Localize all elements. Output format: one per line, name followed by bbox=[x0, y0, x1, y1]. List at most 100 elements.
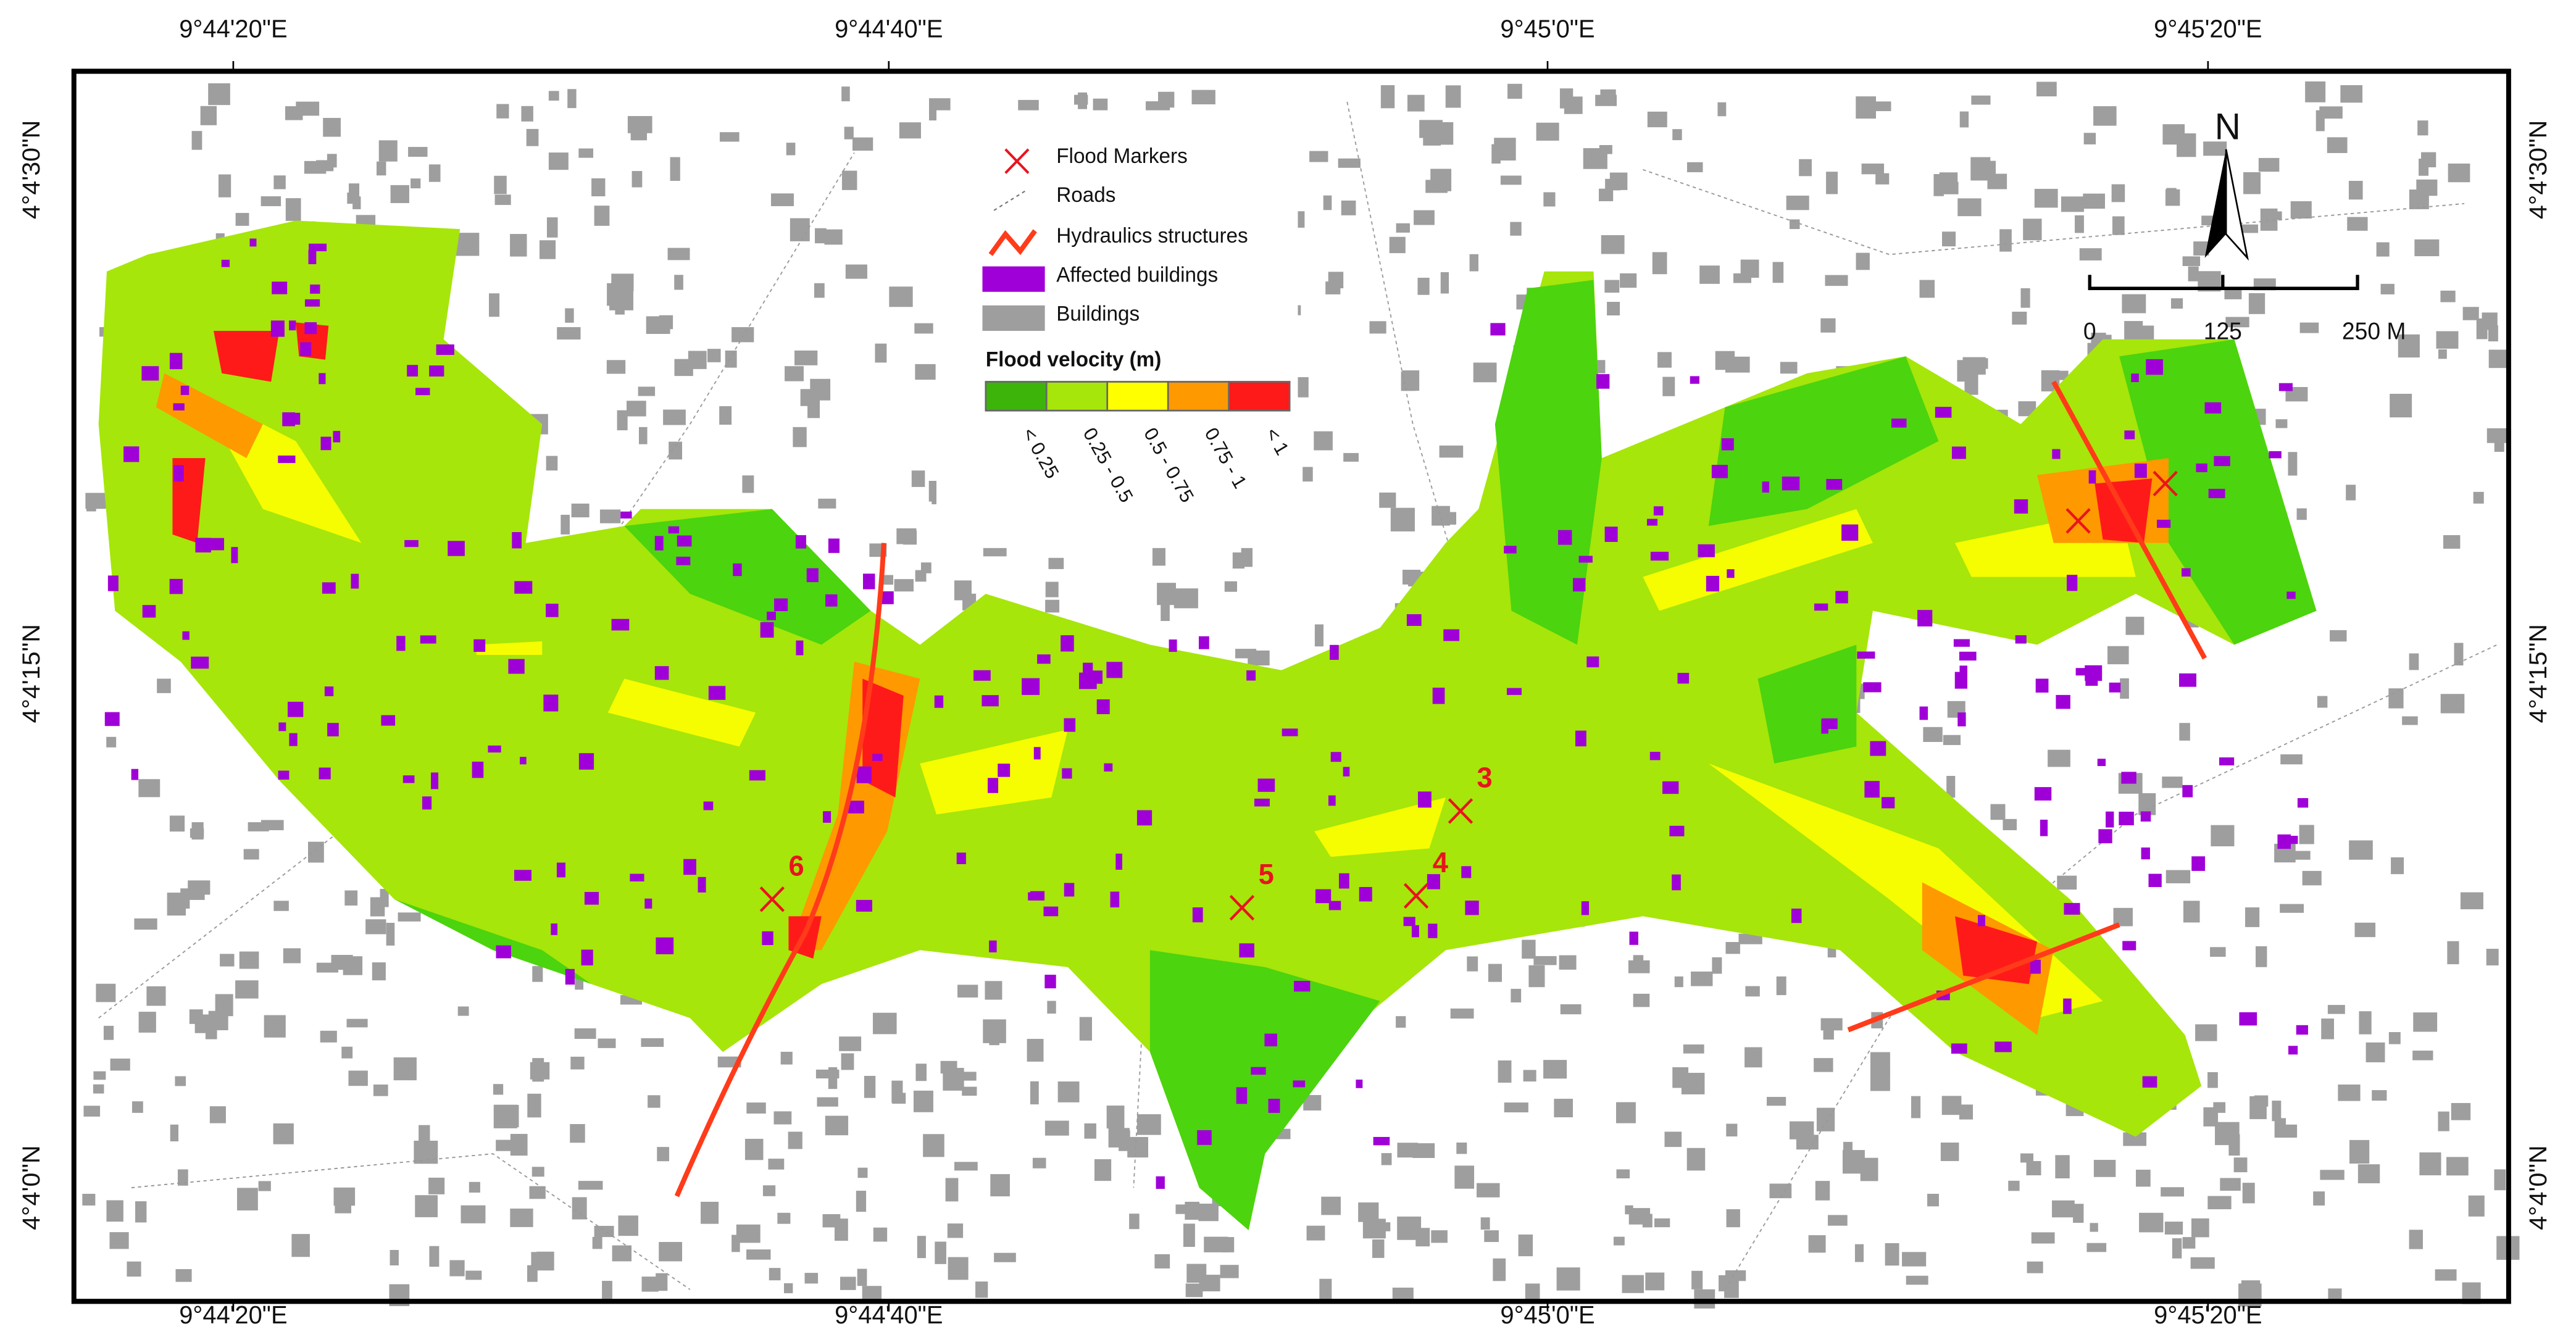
building bbox=[2443, 535, 2461, 549]
affected-building bbox=[2098, 829, 2112, 844]
building bbox=[1564, 96, 1583, 114]
building bbox=[2213, 1102, 2226, 1113]
building bbox=[200, 106, 217, 125]
affected-building bbox=[1578, 556, 1593, 563]
building bbox=[1469, 254, 1478, 272]
affected-building bbox=[1935, 407, 1952, 418]
building bbox=[707, 349, 721, 362]
affected-building bbox=[2121, 772, 2136, 784]
building bbox=[1319, 1278, 1332, 1301]
affected-building bbox=[404, 539, 419, 548]
building bbox=[2083, 133, 2096, 144]
latitude-label: 4°4'30"N bbox=[17, 120, 44, 219]
latitude-label: 4°4'15"N bbox=[2524, 624, 2552, 723]
affected-building bbox=[319, 767, 331, 780]
building bbox=[1769, 1183, 1792, 1199]
affected-building bbox=[1954, 672, 1967, 689]
building bbox=[1533, 956, 1557, 965]
building bbox=[2233, 1157, 2248, 1173]
building bbox=[2086, 1243, 2107, 1252]
building bbox=[2061, 196, 2084, 212]
building bbox=[1725, 356, 1750, 373]
building bbox=[2188, 266, 2199, 281]
affected-building bbox=[2142, 1076, 2157, 1088]
building bbox=[1941, 1096, 1962, 1115]
building bbox=[1691, 971, 1713, 986]
affected-building bbox=[656, 937, 674, 954]
affected-building bbox=[210, 538, 225, 551]
building bbox=[1662, 377, 1675, 396]
building bbox=[663, 409, 686, 425]
building bbox=[2207, 1072, 2218, 1088]
affected-building bbox=[2014, 499, 2028, 514]
affected-building bbox=[1169, 639, 1177, 652]
building bbox=[617, 410, 628, 431]
building bbox=[1027, 1039, 1044, 1062]
affected-building bbox=[543, 694, 559, 712]
affected-building bbox=[1044, 975, 1056, 989]
building bbox=[1161, 604, 1170, 622]
affected-building bbox=[1698, 544, 1715, 557]
building bbox=[1510, 222, 1522, 236]
affected-building bbox=[1043, 906, 1059, 917]
building bbox=[2438, 349, 2447, 359]
affected-building bbox=[270, 320, 285, 337]
marker-label: 6 bbox=[788, 849, 804, 882]
building bbox=[565, 308, 574, 323]
building bbox=[2305, 81, 2326, 102]
affected-building bbox=[2269, 451, 2282, 459]
building bbox=[1414, 210, 1435, 225]
affected-building bbox=[436, 344, 454, 356]
building bbox=[539, 240, 556, 259]
affected-building bbox=[881, 591, 894, 604]
building bbox=[2349, 840, 2373, 860]
affected-building bbox=[1064, 718, 1076, 732]
building bbox=[1875, 101, 1891, 112]
legend-label: Affected buildings bbox=[1056, 263, 1218, 287]
building bbox=[2321, 1018, 2334, 1039]
building bbox=[2048, 749, 2070, 767]
building bbox=[1047, 1001, 1056, 1014]
affected-building bbox=[1653, 506, 1664, 516]
affected-building bbox=[654, 536, 664, 551]
building bbox=[815, 228, 827, 244]
building bbox=[1522, 939, 1536, 959]
building bbox=[1957, 198, 1982, 217]
building bbox=[1030, 1081, 1039, 1105]
building bbox=[2494, 1169, 2506, 1191]
affected-building bbox=[415, 388, 430, 396]
affected-building bbox=[749, 770, 765, 781]
building bbox=[1726, 1123, 1738, 1137]
affected-building bbox=[2015, 635, 2027, 644]
building bbox=[2476, 318, 2488, 339]
building bbox=[1484, 1230, 1499, 1243]
building bbox=[1454, 1165, 1475, 1189]
building bbox=[138, 1012, 156, 1033]
longitude-label: 9°44'40"E bbox=[835, 14, 943, 43]
building bbox=[1559, 955, 1577, 970]
building bbox=[134, 918, 157, 930]
affected-building bbox=[288, 701, 304, 717]
building bbox=[2390, 393, 2412, 418]
building bbox=[177, 1169, 188, 1186]
building bbox=[915, 1064, 927, 1081]
affected-building bbox=[249, 238, 257, 247]
building bbox=[83, 1106, 101, 1117]
building bbox=[2120, 678, 2129, 699]
building bbox=[510, 234, 527, 257]
affected-building bbox=[514, 581, 533, 594]
building bbox=[1358, 1202, 1379, 1222]
affected-building bbox=[956, 852, 966, 864]
affected-building bbox=[1136, 810, 1153, 826]
building bbox=[911, 470, 925, 487]
affected-building bbox=[1239, 943, 1254, 958]
affected-building bbox=[2040, 819, 2048, 836]
building bbox=[667, 248, 690, 260]
building bbox=[674, 275, 683, 290]
affected-building bbox=[1028, 892, 1043, 901]
north-arrow-left bbox=[2204, 149, 2227, 258]
scale-bar bbox=[2088, 275, 2359, 291]
building bbox=[915, 364, 936, 380]
affected-building bbox=[998, 764, 1011, 777]
building bbox=[239, 951, 259, 969]
